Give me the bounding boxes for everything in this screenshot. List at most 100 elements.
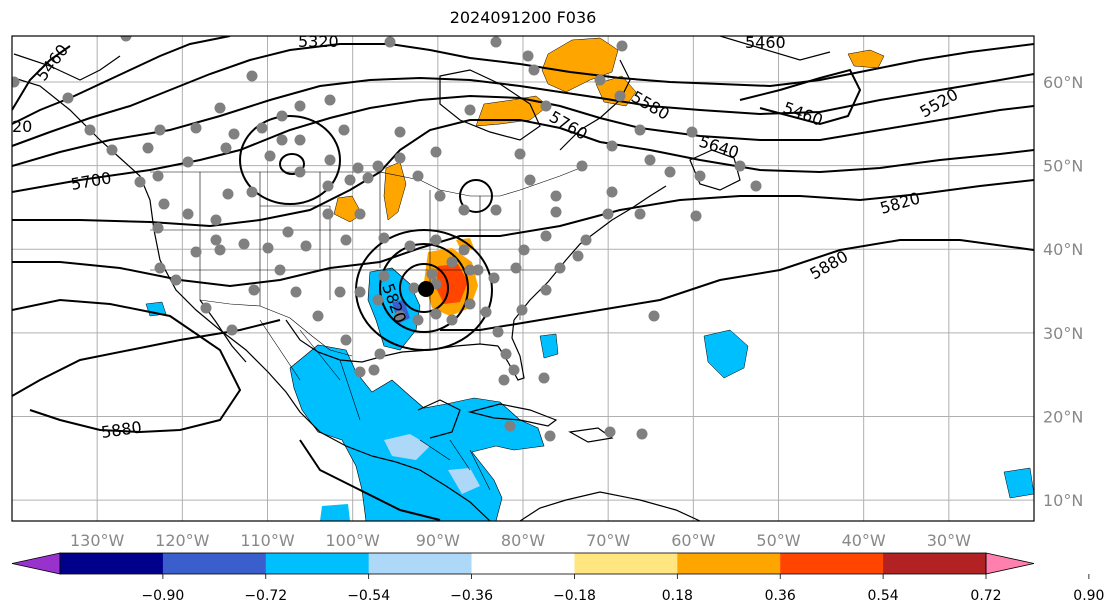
station-marker [340, 234, 352, 246]
station-marker [594, 74, 606, 86]
station-marker [430, 146, 442, 158]
lon-tick-label: 30°W [927, 531, 971, 550]
contour-5460-east [739, 68, 862, 126]
map-title: 2024091200 F036 [449, 8, 597, 27]
station-marker [340, 334, 352, 346]
border-mexico-states [259, 319, 361, 421]
coast-newfoundland [689, 149, 741, 191]
station-marker [446, 256, 458, 268]
contour-5520 [12, 36, 231, 125]
station-marker [394, 310, 406, 322]
station-marker [354, 286, 366, 298]
station-marker [430, 308, 442, 320]
station-marker [154, 262, 166, 274]
lon-tick-label: 60°W [671, 531, 715, 550]
station-markers [12, 36, 762, 442]
station-marker [378, 270, 390, 282]
station-marker [540, 100, 552, 112]
station-marker [312, 310, 324, 322]
colorbar-tick-label: −0.54 [347, 588, 390, 604]
lat-tick-label: 30°N [1043, 324, 1083, 343]
colorbar-tick-label: −0.72 [244, 588, 287, 604]
station-marker [142, 142, 154, 154]
station-marker [404, 240, 416, 252]
station-marker [276, 110, 288, 122]
station-marker [412, 314, 424, 326]
station-marker [372, 294, 384, 306]
station-marker [354, 208, 366, 220]
station-marker [226, 324, 238, 336]
colorbar-tick-label: 0.36 [765, 588, 796, 604]
station-marker [498, 374, 510, 386]
lat-tick-label: 40°N [1043, 240, 1083, 259]
station-marker [550, 190, 562, 202]
station-marker [324, 94, 336, 106]
station-marker [190, 122, 202, 134]
lon-tick-label: 50°W [756, 531, 800, 550]
station-marker [664, 166, 676, 178]
colorbar-tick-label: −0.36 [450, 588, 493, 604]
station-marker [516, 304, 528, 316]
station-marker [290, 286, 302, 298]
station-marker [182, 208, 194, 220]
contour-5880-sw [12, 298, 242, 434]
colorbar-tick-label: 0.72 [970, 588, 1001, 604]
station-marker [690, 210, 702, 222]
station-marker [644, 154, 656, 166]
station-marker [238, 238, 250, 250]
coast-greenland [719, 36, 831, 61]
lon-tick-label: 100°W [325, 531, 380, 550]
station-marker [322, 180, 334, 192]
station-marker [540, 230, 552, 242]
station-marker [210, 214, 222, 226]
station-marker [576, 160, 588, 172]
height-contours [12, 36, 1034, 521]
colorbar-frame [59, 552, 987, 575]
station-marker [634, 124, 646, 136]
station-marker [294, 134, 306, 146]
contour-label: 5320 [298, 32, 339, 51]
colorbar-segment [677, 553, 781, 574]
station-marker [394, 126, 406, 138]
station-marker [446, 314, 458, 326]
coast-hudson-bay [439, 69, 541, 141]
contour-5760 [12, 119, 1034, 228]
coast-south-america [519, 491, 701, 521]
coast-yucatan [417, 399, 461, 439]
station-marker [324, 154, 336, 166]
station-marker [210, 234, 222, 246]
station-marker [522, 50, 534, 62]
station-marker [492, 326, 504, 338]
colorbar-extend-low [11, 552, 61, 575]
colorbar-segment [883, 553, 987, 574]
station-marker [338, 124, 350, 136]
lightblue-patch-1 [384, 434, 430, 460]
shading-layer [145, 37, 1034, 521]
station-marker [322, 208, 334, 220]
station-marker [262, 242, 274, 254]
station-marker [604, 426, 616, 438]
station-marker [170, 274, 182, 286]
station-marker [464, 264, 476, 276]
station-marker [264, 150, 276, 162]
colorbar-segment [368, 553, 473, 574]
state-lines-1 [150, 172, 560, 306]
station-marker [694, 170, 706, 182]
colorbar-tick-label: 0.54 [868, 588, 899, 604]
border-us-mexico [199, 299, 353, 357]
station-marker [282, 226, 294, 238]
station-marker [606, 140, 618, 152]
coast-alaska [13, 53, 121, 81]
contour-label: 20 [12, 117, 32, 136]
station-marker [614, 90, 626, 102]
border-central-america [419, 439, 491, 491]
station-marker [300, 240, 312, 252]
station-marker [362, 172, 374, 184]
station-marker [648, 310, 660, 322]
station-marker [636, 428, 648, 440]
longitude-tick-labels: 130°W 120°W 110°W 100°W 90°W 80°W 70°W 60°W 50°W… [70, 531, 971, 550]
station-marker [472, 264, 484, 276]
station-marker [426, 268, 438, 280]
station-marker [384, 36, 396, 48]
station-marker [12, 76, 20, 88]
